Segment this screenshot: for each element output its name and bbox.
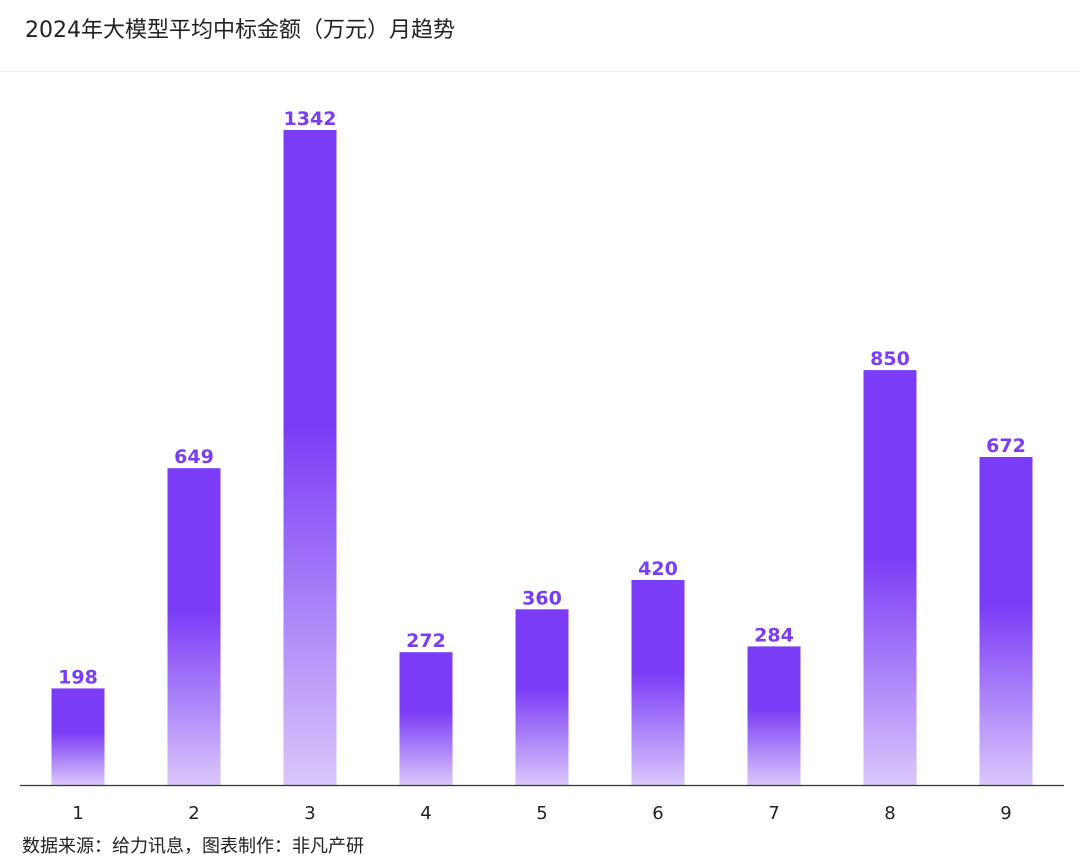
source-note: 数据来源：给力讯息，图表制作：非凡产研 bbox=[22, 836, 364, 857]
x-tick-label-2: 2 bbox=[188, 803, 199, 824]
bar-month-7 bbox=[747, 646, 801, 785]
x-tick-label-9: 9 bbox=[1000, 803, 1011, 824]
bars-group bbox=[51, 130, 1033, 785]
bar-month-4 bbox=[399, 652, 453, 785]
x-tick-label-4: 4 bbox=[420, 803, 431, 824]
x-tick-label-5: 5 bbox=[536, 803, 547, 824]
x-tick-label-7: 7 bbox=[768, 803, 779, 824]
x-tick-labels-group: 1 2 3 4 5 6 7 8 9 bbox=[72, 803, 1011, 824]
x-tick-label-3: 3 bbox=[304, 803, 315, 824]
data-label-month-6: 420 bbox=[638, 558, 678, 580]
x-tick-label-8: 8 bbox=[884, 803, 895, 824]
x-tick-label-6: 6 bbox=[652, 803, 663, 824]
data-label-month-7: 284 bbox=[754, 624, 794, 646]
data-label-month-4: 272 bbox=[406, 630, 446, 652]
bar-month-6 bbox=[631, 580, 685, 785]
data-label-month-1: 198 bbox=[58, 666, 98, 688]
data-label-month-9: 672 bbox=[986, 435, 1026, 457]
bar-month-1 bbox=[51, 688, 105, 785]
x-tick-label-1: 1 bbox=[72, 803, 83, 824]
bar-month-3 bbox=[283, 130, 337, 785]
data-label-month-5: 360 bbox=[522, 587, 562, 609]
chart-title: 2024年大模型平均中标金额（万元）月趋势 bbox=[25, 18, 455, 43]
data-label-month-8: 850 bbox=[870, 348, 910, 370]
title-divider bbox=[0, 71, 1080, 72]
data-labels-group: 198 649 1342 272 360 420 284 850 672 bbox=[58, 108, 1026, 688]
bar-month-5 bbox=[515, 609, 569, 785]
bar-month-2 bbox=[167, 468, 221, 785]
data-label-month-3: 1342 bbox=[284, 108, 337, 130]
bar-month-9 bbox=[979, 457, 1033, 785]
data-label-month-2: 649 bbox=[174, 446, 214, 468]
bar-month-8 bbox=[863, 370, 917, 785]
